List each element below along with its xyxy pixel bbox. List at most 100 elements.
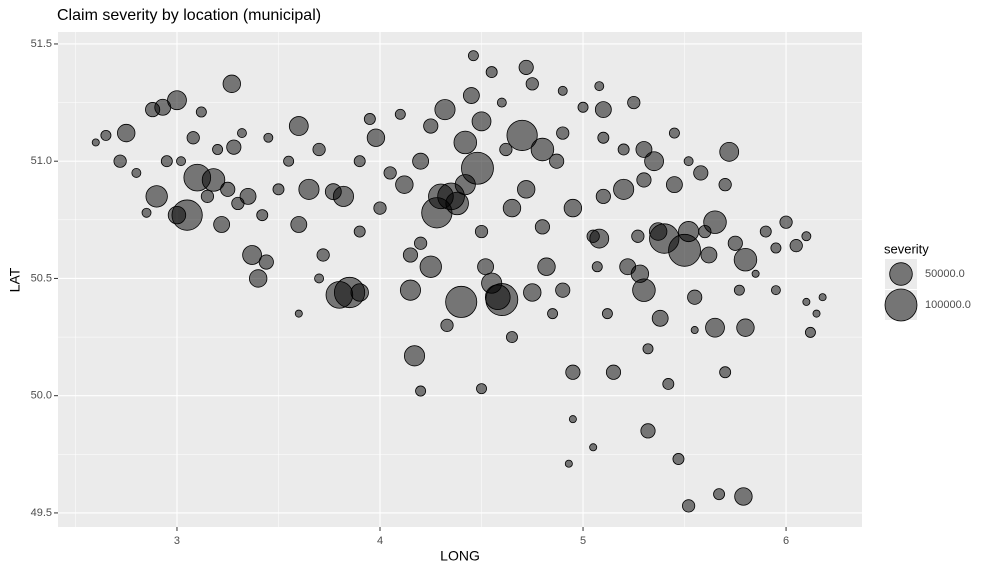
bubble (591, 261, 603, 273)
bubble (703, 210, 727, 234)
bubble (594, 101, 612, 119)
bubble (719, 366, 732, 379)
bubble (549, 153, 565, 169)
legend-title: severity (884, 241, 929, 256)
bubble (353, 155, 366, 168)
bubble (751, 269, 760, 278)
bubble (314, 273, 325, 284)
bubble (404, 345, 426, 367)
bubble (601, 308, 613, 320)
bubble (687, 289, 703, 305)
bubble (802, 297, 811, 306)
bubble (399, 279, 421, 301)
legend-bubble (884, 288, 918, 322)
bubble (555, 282, 571, 298)
bubble (160, 155, 173, 168)
bubble (445, 285, 478, 318)
bubble (644, 151, 664, 172)
bubble (373, 201, 387, 215)
bubble (736, 318, 755, 337)
bubble (565, 364, 581, 380)
bubble (220, 181, 236, 197)
bubble (415, 385, 427, 397)
bubble (445, 191, 469, 216)
bubble (705, 317, 725, 338)
x-axis-title: LONG (440, 548, 480, 564)
bubble (700, 246, 718, 264)
bubble (288, 116, 309, 136)
bubble (502, 198, 522, 218)
bubble (485, 283, 519, 316)
bubble (145, 185, 168, 208)
bubble (263, 132, 274, 143)
bubble (534, 219, 550, 235)
legend-bubble (889, 262, 913, 286)
bubble (804, 326, 816, 338)
bubble (294, 309, 303, 318)
bubble (718, 178, 732, 192)
bubble (682, 499, 696, 513)
chart-title: Claim severity by location (municipal) (57, 7, 321, 24)
y-tick-label: 50.0 (31, 390, 52, 402)
bubble (283, 155, 295, 167)
bubble (627, 95, 641, 110)
bubble (563, 198, 583, 218)
bubble (506, 119, 538, 151)
bubble (272, 183, 285, 196)
bubble (419, 255, 442, 278)
bubble (651, 309, 669, 327)
bubble (249, 269, 268, 288)
bubble (617, 143, 630, 156)
bubble (423, 118, 439, 134)
bubble (434, 99, 456, 121)
bubble (414, 236, 428, 250)
bubble (733, 247, 758, 272)
bubble (672, 453, 685, 465)
bubble (589, 443, 598, 452)
bubble (237, 128, 247, 138)
bubble (201, 168, 226, 192)
bubble (556, 126, 570, 140)
bubble (734, 487, 753, 506)
bubble (176, 156, 186, 167)
bubble (363, 113, 376, 125)
bubble (113, 154, 127, 168)
bubble (733, 284, 745, 296)
bubble (167, 90, 187, 111)
bubble (517, 180, 536, 199)
bubble (212, 144, 224, 155)
bubble (383, 166, 397, 180)
bubble (683, 156, 694, 167)
legend-label: 100000.0 (925, 299, 971, 311)
x-tick-label: 3 (174, 535, 180, 547)
bubble (471, 111, 492, 132)
bubble (91, 138, 100, 147)
bubble (453, 130, 477, 155)
y-tick-label: 49.5 (31, 507, 52, 519)
bubble (195, 106, 207, 118)
bubble (693, 165, 709, 181)
bubble (605, 364, 622, 380)
bubble (640, 423, 656, 439)
bubble (564, 459, 573, 468)
bubble (412, 152, 430, 170)
bubble (568, 415, 577, 424)
bubble (100, 129, 112, 141)
bubble (499, 142, 513, 157)
bubble (690, 326, 699, 335)
legend-label: 50000.0 (925, 268, 965, 280)
bubble (461, 151, 494, 185)
bubble (141, 207, 152, 218)
bubble (727, 235, 743, 251)
bubble (713, 488, 726, 501)
bubble (496, 97, 507, 108)
bubble (474, 224, 489, 239)
bubble (506, 331, 518, 344)
bubble (171, 199, 203, 231)
bubble (678, 221, 700, 243)
bubble (530, 137, 555, 162)
bubble (256, 209, 269, 222)
bubble (759, 225, 772, 238)
y-tick-label: 51.0 (31, 155, 52, 167)
